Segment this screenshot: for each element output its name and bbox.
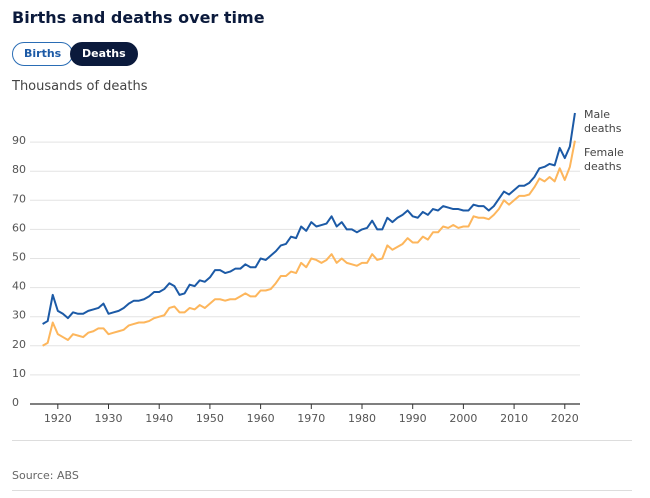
y-tick-label: 70 bbox=[12, 192, 26, 205]
divider bbox=[12, 440, 632, 441]
y-tick-label: 40 bbox=[12, 280, 26, 293]
x-tick-label: 2010 bbox=[500, 412, 528, 425]
series-label: Male deaths bbox=[584, 108, 622, 135]
y-tick-label: 90 bbox=[12, 134, 26, 147]
title: Births and deaths over time bbox=[12, 8, 265, 27]
x-tick-label: 1930 bbox=[95, 412, 123, 425]
x-tick-label: 2020 bbox=[551, 412, 579, 425]
y-tick-label: 10 bbox=[12, 367, 26, 380]
x-tick-label: 1960 bbox=[247, 412, 275, 425]
y-tick-label: 20 bbox=[12, 338, 26, 351]
x-tick-label: 1980 bbox=[348, 412, 376, 425]
subtitle: Thousands of deaths bbox=[12, 79, 148, 94]
line bbox=[42, 140, 576, 347]
source: Source: ABS bbox=[12, 469, 79, 482]
y-tick-label: 0 bbox=[12, 396, 19, 409]
line bbox=[42, 112, 576, 325]
y-tick-label: 80 bbox=[12, 163, 26, 176]
x-tick-label: 1950 bbox=[196, 412, 224, 425]
deaths-button[interactable]: Deaths bbox=[70, 42, 138, 66]
x-tick-label: 1940 bbox=[145, 412, 173, 425]
y-tick-label: 30 bbox=[12, 309, 26, 322]
x-tick-label: 1970 bbox=[297, 412, 325, 425]
x-tick-label: 2000 bbox=[449, 412, 477, 425]
series-label: Female deaths bbox=[584, 146, 624, 173]
y-tick-label: 50 bbox=[12, 251, 26, 264]
y-tick-label: 60 bbox=[12, 221, 26, 234]
x-tick-label: 1920 bbox=[44, 412, 72, 425]
x-tick-label: 1990 bbox=[399, 412, 427, 425]
divider bbox=[12, 490, 632, 491]
